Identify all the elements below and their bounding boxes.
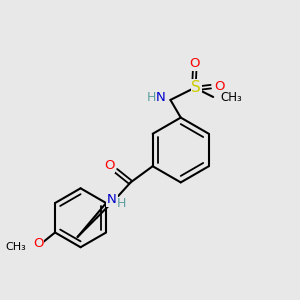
Text: O: O <box>189 57 200 70</box>
Text: O: O <box>214 80 225 93</box>
Text: O: O <box>33 237 44 250</box>
Text: CH₃: CH₃ <box>220 91 242 104</box>
Text: N: N <box>107 193 117 206</box>
Text: H: H <box>147 91 157 104</box>
Text: H: H <box>116 197 126 210</box>
Text: CH₃: CH₃ <box>5 242 26 252</box>
Text: S: S <box>191 80 201 95</box>
Text: O: O <box>104 159 115 172</box>
Text: N: N <box>156 91 166 104</box>
